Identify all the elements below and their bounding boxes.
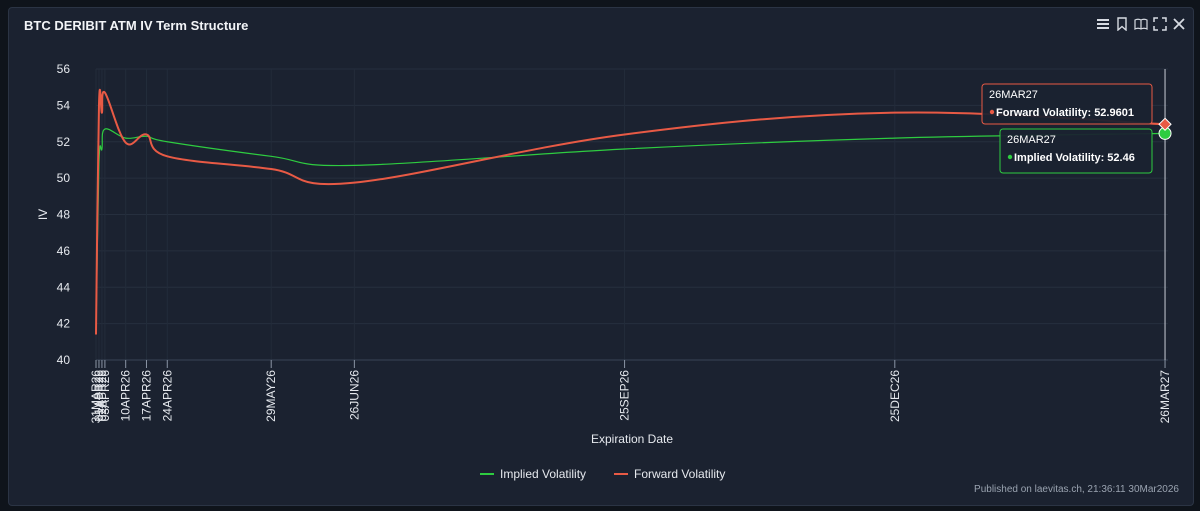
y-tick-label: 52 bbox=[57, 135, 71, 149]
fullscreen-icon[interactable] bbox=[1152, 16, 1168, 32]
book-icon[interactable] bbox=[1133, 16, 1149, 32]
chart-toolbar bbox=[1095, 16, 1187, 32]
series-line-forward-volatility[interactable] bbox=[95, 88, 1166, 335]
menu-icon[interactable] bbox=[1095, 16, 1111, 32]
legend-item-forward-volatility[interactable]: Forward Volatility bbox=[614, 467, 725, 481]
series-lines bbox=[95, 88, 1166, 335]
y-tick-label: 40 bbox=[57, 353, 71, 367]
forward-volatility-marker bbox=[1158, 117, 1172, 131]
tooltip-value: Forward Volatility: 52.9601 bbox=[996, 107, 1134, 119]
chart-title: BTC DERIBIT ATM IV Term Structure bbox=[24, 18, 249, 33]
y-axis: 40 42 44 46 48 50 52 54 56 bbox=[57, 62, 71, 367]
x-tick-label: 29MAY26 bbox=[264, 370, 278, 422]
legend-item-implied-volatility[interactable]: Implied Volatility bbox=[480, 467, 586, 481]
tooltip-implied: 26MAR27 Implied Volatility: 52.46 bbox=[999, 128, 1153, 174]
y-tick-label: 44 bbox=[57, 280, 71, 294]
bookmark-icon[interactable] bbox=[1114, 16, 1130, 32]
legend-label: Implied Volatility bbox=[500, 467, 586, 481]
legend-label: Forward Volatility bbox=[634, 467, 725, 481]
tooltip-date: 26MAR27 bbox=[1007, 134, 1056, 146]
y-tick-label: 48 bbox=[57, 208, 71, 222]
x-tick-label: 25DEC26 bbox=[888, 370, 902, 422]
x-tick-label: 01APR26 bbox=[92, 370, 106, 422]
tooltip-forward: 26MAR27 Forward Volatility: 52.9601 bbox=[981, 83, 1153, 125]
tooltip-box bbox=[999, 128, 1153, 174]
tooltip-box bbox=[981, 83, 1153, 125]
close-icon[interactable] bbox=[1171, 16, 1187, 32]
x-tick-label: 25SEP26 bbox=[618, 370, 632, 421]
y-tick-label: 54 bbox=[57, 98, 71, 112]
hover-markers bbox=[1158, 117, 1172, 140]
y-axis-title: IV bbox=[36, 209, 50, 220]
tooltip-dot bbox=[1007, 154, 1013, 160]
y-tick-label: 42 bbox=[57, 317, 71, 331]
x-tick-label: 31MAR26 bbox=[89, 370, 103, 424]
legend: Implied Volatility Forward Volatility bbox=[480, 467, 725, 481]
published-footer: Published on laevitas.ch, 21:36:11 30Mar… bbox=[974, 484, 1179, 495]
x-tick-label: 10APR26 bbox=[119, 370, 133, 422]
y-tick-label: 56 bbox=[57, 62, 71, 76]
y-tick-label: 50 bbox=[57, 171, 71, 185]
tooltip-value: Implied Volatility: 52.46 bbox=[1014, 152, 1135, 164]
x-tick-label: 03APR26 bbox=[98, 370, 112, 422]
x-tick-label: 26JUN26 bbox=[347, 370, 361, 420]
y-tick-label: 46 bbox=[57, 244, 71, 258]
tooltip-dot bbox=[989, 109, 995, 115]
tooltip-date: 26MAR27 bbox=[989, 89, 1038, 101]
x-axis-title: Expiration Date bbox=[591, 432, 673, 446]
x-tick-label: 02APR26 bbox=[95, 370, 109, 422]
x-tick-label: 24APR26 bbox=[160, 370, 174, 422]
x-tick-label: 26MAR27 bbox=[1158, 370, 1172, 424]
x-tick-label: 17APR26 bbox=[139, 370, 153, 422]
series-line-implied-volatility[interactable] bbox=[95, 128, 1166, 335]
